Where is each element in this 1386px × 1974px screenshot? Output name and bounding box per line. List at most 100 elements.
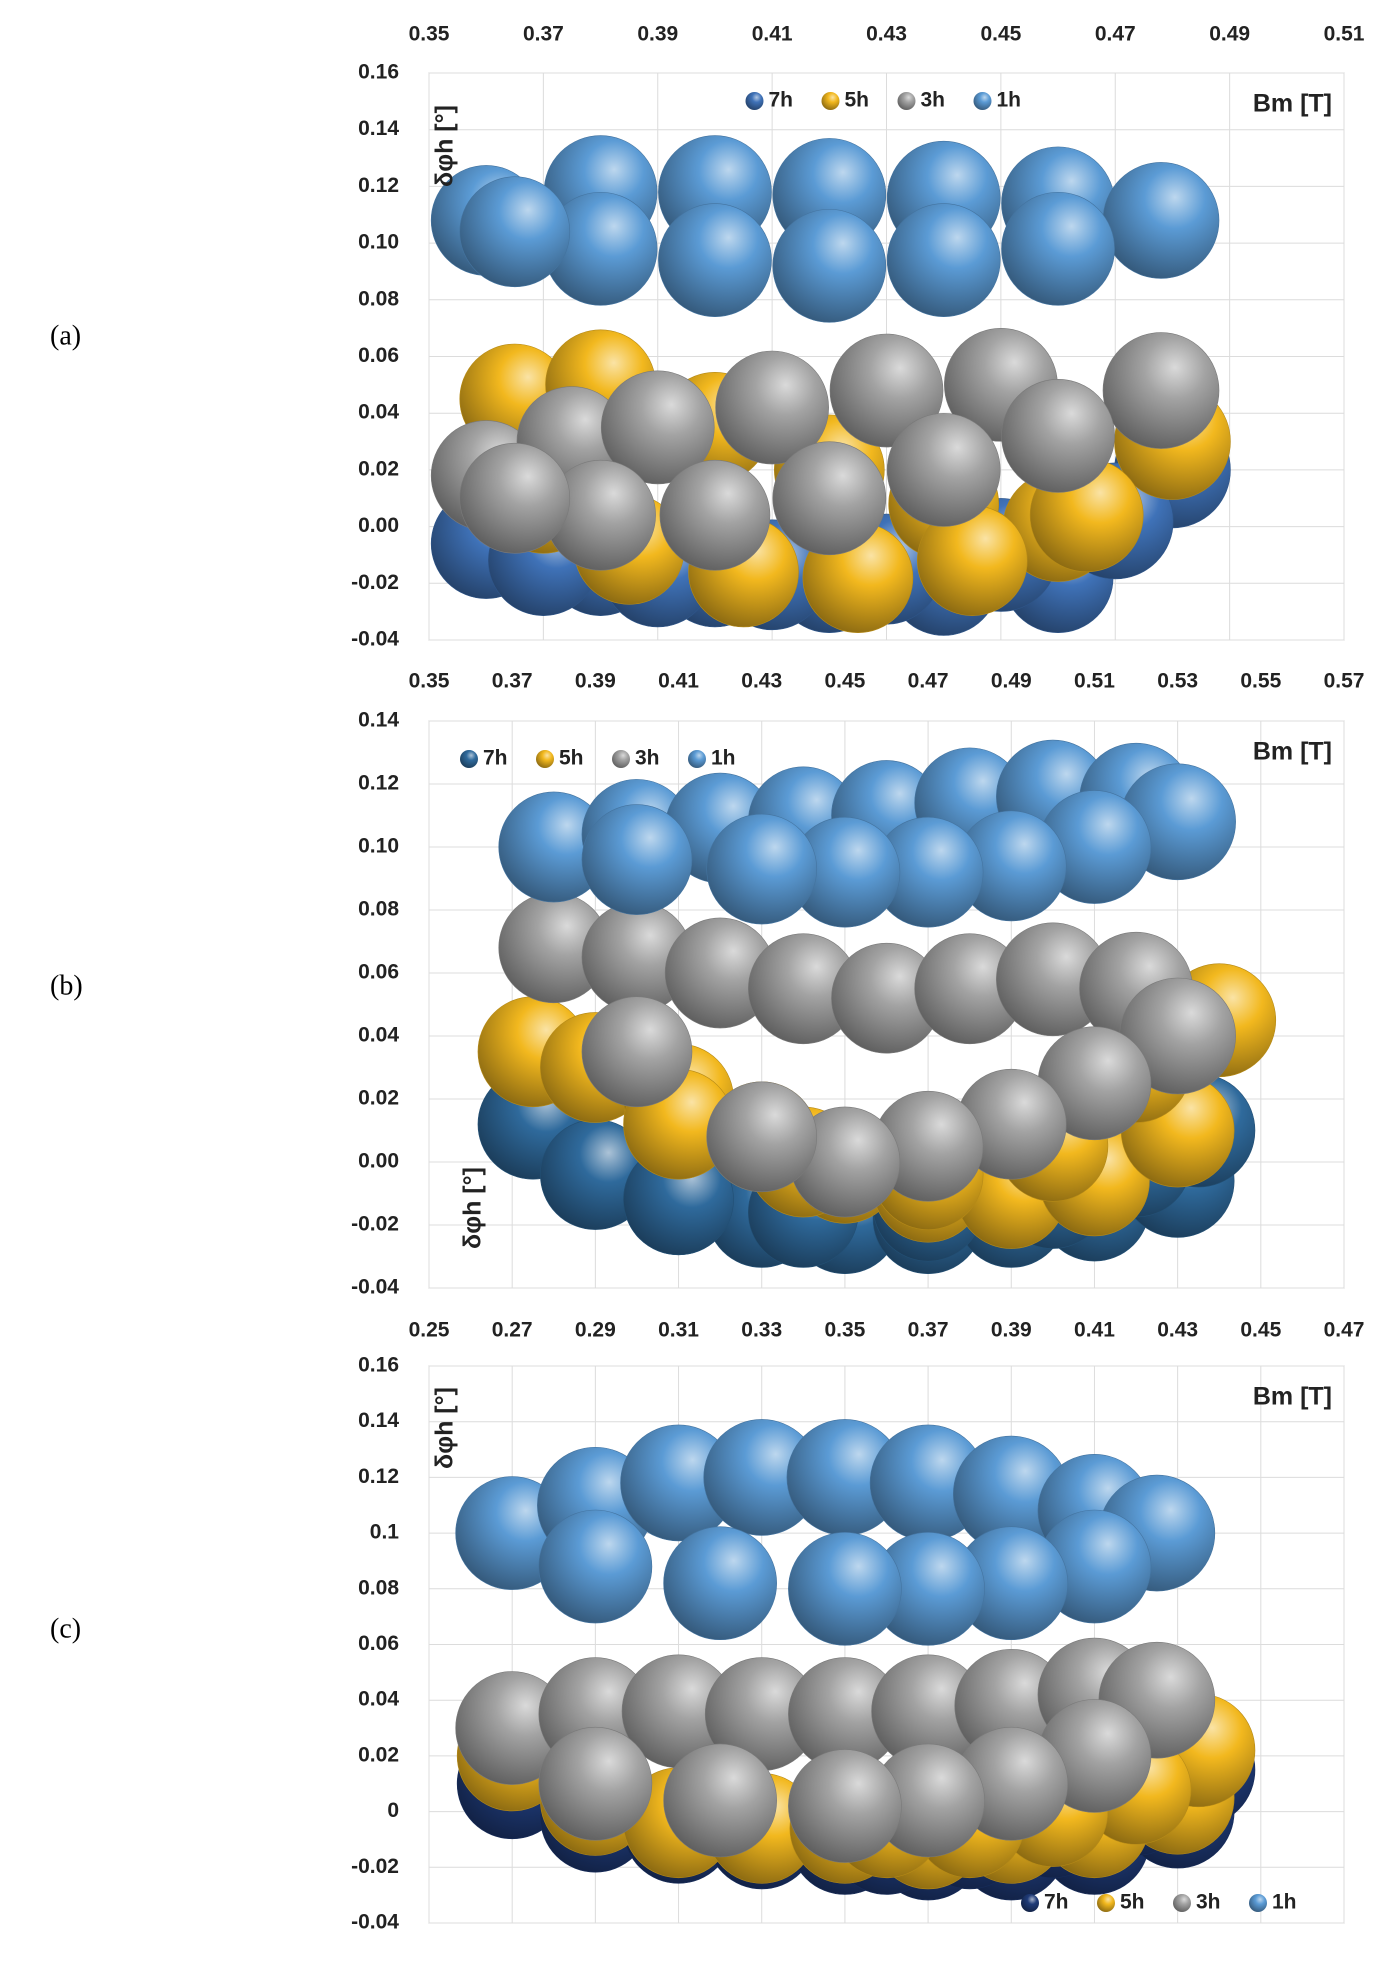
legend-label: 5h: [559, 747, 584, 770]
bubbles: [477, 739, 1277, 1275]
y-tick-label: 0.06: [358, 961, 399, 984]
y-tick-label: 0.00: [358, 1150, 399, 1173]
x-tick-label: 0.39: [991, 1319, 1032, 1342]
bubble: [772, 208, 887, 323]
y-tick-label: 0.14: [358, 709, 399, 732]
y-tick-label: 0.04: [358, 1024, 399, 1047]
y-tick-label: 0.04: [358, 401, 399, 424]
legend-label: 7h: [769, 89, 794, 112]
x-tick-label: 0.35: [824, 1319, 865, 1342]
x-tick-label: 0.43: [1157, 1319, 1198, 1342]
bubble: [706, 1081, 818, 1193]
y-axis-title: δφh [°]: [459, 1167, 487, 1249]
y-tick-label: 0.02: [358, 1743, 399, 1766]
y-tick-label: 0.16: [358, 61, 399, 84]
legend-swatch: [745, 92, 764, 110]
y-tick-label: -0.02: [351, 1213, 399, 1236]
y-tick-label: 0.02: [358, 457, 399, 480]
x-tick-label: 0.47: [908, 670, 949, 693]
x-tick-label: 0.49: [991, 670, 1032, 693]
legend-label: 3h: [1196, 1891, 1221, 1914]
x-tick-label: 0.57: [1324, 670, 1365, 693]
legend-swatch: [973, 92, 992, 110]
y-tick-label: 0.10: [358, 835, 399, 858]
bubble: [706, 813, 818, 925]
x-tick-label: 0.37: [908, 1319, 949, 1342]
legend-label: 5h: [1120, 1891, 1145, 1914]
bubble: [663, 1743, 777, 1858]
y-axis-title: δφh [°]: [431, 1387, 459, 1469]
legend-label: 7h: [483, 747, 508, 770]
x-tick-label: 0.51: [1074, 670, 1115, 693]
x-tick-label: 0.25: [409, 1319, 450, 1342]
bubble: [581, 804, 693, 915]
bubble: [1102, 332, 1220, 449]
x-tick-label: 0.37: [523, 23, 564, 46]
y-tick-label: 0.02: [358, 1087, 399, 1110]
legend-swatch: [612, 750, 630, 768]
x-tick-label: 0.43: [866, 23, 907, 46]
y-tick-label: 0.04: [358, 1688, 399, 1711]
bubble: [1001, 379, 1115, 493]
x-tick-label: 0.29: [575, 1319, 616, 1342]
x-tick-label: 0.45: [1240, 1319, 1281, 1342]
bubble: [538, 1509, 653, 1624]
chart-panel: (b) 0.35 0.37 0.39 0.41 0.43 0.45 0.47 0.49 0.51 0…: [50, 670, 1364, 1299]
legend-label: 3h: [635, 747, 660, 770]
x-tick-label: 0.35: [409, 23, 450, 46]
legend-swatch: [460, 750, 478, 768]
x-tick-label: 0.43: [741, 670, 782, 693]
x-tick-label: 0.53: [1157, 670, 1198, 693]
x-tick-label: 0.47: [1095, 23, 1136, 46]
y-axis-title: δφh [°]: [431, 105, 459, 187]
y-tick-label: 0.12: [358, 772, 399, 795]
bubbles: [455, 1419, 1256, 1901]
legend-label: 5h: [845, 89, 870, 112]
panel-label: (b): [50, 970, 83, 1001]
bubble: [715, 350, 829, 465]
legend-label: 3h: [921, 89, 946, 112]
legend-swatch: [1097, 1894, 1115, 1912]
x-tick-label: 0.45: [824, 670, 865, 693]
bubble: [886, 203, 1001, 317]
legend-swatch: [1173, 1894, 1191, 1912]
y-tick-label: 0.16: [358, 1354, 399, 1377]
legend-swatch: [688, 750, 706, 768]
y-tick-label: -0.02: [351, 1855, 399, 1878]
x-tick-label: 0.37: [492, 670, 533, 693]
chart-panel: (c) 0.25 0.27 0.29 0.31 0.33 0.35 0.37 0.39 0.41 0…: [50, 1319, 1364, 1934]
y-tick-label: 0.08: [358, 898, 399, 921]
x-tick-label: 0.49: [1209, 23, 1250, 46]
bubble: [538, 1726, 653, 1841]
x-tick-label: 0.31: [658, 1319, 699, 1342]
legend-swatch: [897, 92, 916, 110]
bubble: [600, 370, 715, 485]
y-tick-label: -0.04: [351, 1911, 399, 1934]
x-tick-label: 0.47: [1324, 1319, 1365, 1342]
legend-label: 7h: [1044, 1891, 1069, 1914]
x-tick-label: 0.41: [752, 23, 793, 46]
bubble: [1102, 162, 1220, 279]
y-tick-label: 0.14: [358, 117, 399, 140]
y-tick-label: -0.02: [351, 571, 399, 594]
x-tick-label: 0.27: [492, 1319, 533, 1342]
y-tick-label: 0.12: [358, 174, 399, 197]
bubble: [663, 1526, 777, 1641]
legend-swatch: [536, 750, 554, 768]
y-tick-label: 0.10: [358, 231, 399, 254]
y-tick-label: 0: [387, 1799, 399, 1822]
bubble: [1001, 191, 1115, 306]
bubble: [829, 333, 944, 448]
x-tick-label: 0.35: [409, 670, 450, 693]
x-axis-title: Bm [T]: [1253, 738, 1332, 766]
legend: 7h 5h 3h 1h: [745, 89, 1021, 112]
y-tick-label: 0.1: [370, 1521, 400, 1544]
bubble: [459, 442, 571, 554]
legend-swatch: [821, 92, 840, 110]
legend-swatch: [1021, 1894, 1039, 1912]
bubble: [581, 996, 693, 1108]
x-tick-label: 0.41: [658, 670, 699, 693]
bubbles: [430, 135, 1231, 636]
x-tick-label: 0.45: [980, 23, 1021, 46]
